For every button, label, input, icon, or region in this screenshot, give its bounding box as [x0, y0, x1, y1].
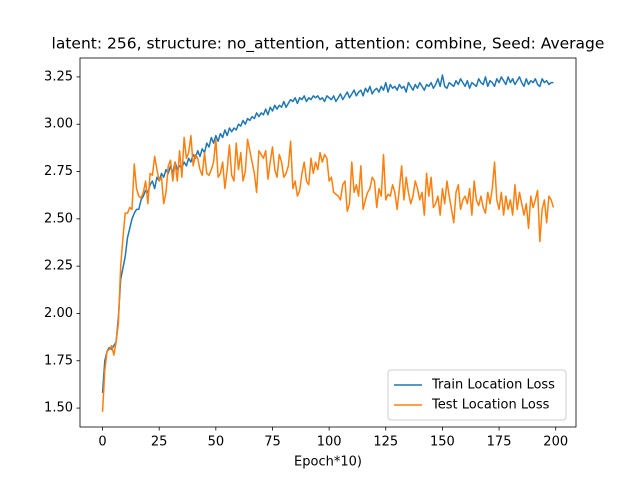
- series-line: [101, 134, 555, 412]
- legend-label: Test Location Loss: [431, 398, 550, 413]
- y-tick-label: 1.50: [44, 401, 73, 416]
- x-tick-label: 75: [264, 435, 281, 450]
- y-tick-label: 1.75: [44, 353, 73, 368]
- y-tick-label: 2.75: [44, 164, 73, 179]
- x-tick-label: 100: [317, 435, 342, 450]
- x-tick-label: 0: [98, 435, 106, 450]
- x-tick-label: 50: [208, 435, 225, 450]
- x-tick-label: 25: [151, 435, 168, 450]
- x-axis-label: Epoch*10): [294, 455, 362, 470]
- plot-frame: [79, 57, 577, 428]
- y-tick-label: 3.25: [44, 69, 73, 84]
- x-tick-label: 175: [487, 435, 512, 450]
- legend-box: [387, 369, 567, 421]
- x-tick-label: 125: [373, 435, 398, 450]
- legend-label: Train Location Loss: [431, 378, 555, 393]
- series-line: [101, 74, 554, 393]
- y-tick-label: 2.00: [44, 306, 73, 321]
- chart-title: latent: 256, structure: no_attention, at…: [52, 35, 605, 54]
- x-tick-label: 150: [430, 435, 455, 450]
- y-tick-label: 2.50: [44, 211, 73, 226]
- y-tick-label: 3.00: [44, 117, 73, 132]
- x-tick-label: 200: [543, 435, 568, 450]
- y-tick-label: 2.25: [44, 259, 73, 274]
